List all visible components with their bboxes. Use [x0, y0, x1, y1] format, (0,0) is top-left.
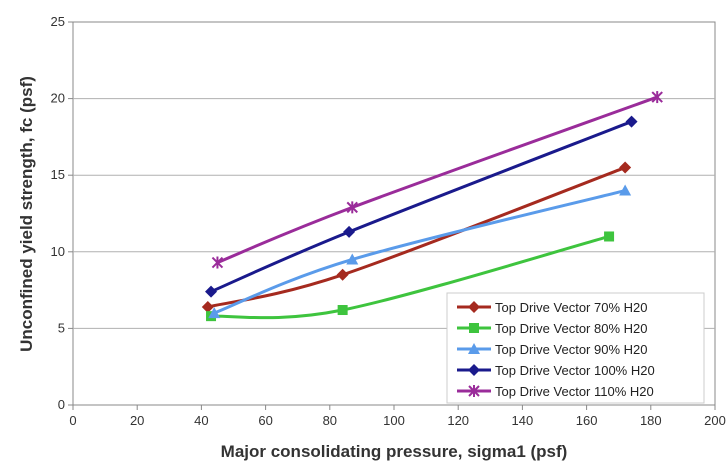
series-layer: [201, 91, 663, 322]
x-tick-label: 80: [323, 413, 337, 428]
data-point: [208, 307, 221, 319]
legend-marker: [468, 364, 480, 376]
legend-label: Top Drive Vector 70% H20: [495, 300, 647, 315]
legend-marker: [468, 301, 480, 313]
legend-item: Top Drive Vector 70% H20: [457, 300, 647, 315]
legend: Top Drive Vector 70% H20 Top Drive Vector…: [446, 292, 705, 404]
y-tick-label: 5: [58, 320, 65, 335]
y-tick-label: 10: [51, 244, 65, 259]
series-4: [205, 115, 638, 298]
x-tick-label: 120: [447, 413, 469, 428]
y-axis-title: Unconfined yield strength, fc (psf): [17, 76, 36, 352]
x-tick-label: 140: [512, 413, 534, 428]
y-axis-ticks: 0 5 10 15 20 25: [51, 14, 73, 412]
y-tick-label: 15: [51, 167, 65, 182]
series-line: [215, 95, 659, 265]
legend-marker: [468, 385, 480, 397]
data-point: [619, 161, 632, 174]
y-tick-label: 20: [51, 91, 65, 106]
legend-marker: [468, 343, 480, 354]
legend-item: Top Drive Vector 90% H20: [457, 342, 647, 357]
x-tick-label: 160: [576, 413, 598, 428]
data-point: [336, 268, 349, 281]
x-tick-label: 100: [383, 413, 405, 428]
data-point: [205, 285, 218, 298]
x-axis-ticks: 0 20 40 60 80 100 120 140 160 180 200: [69, 405, 726, 428]
legend-label: Top Drive Vector 80% H20: [495, 321, 647, 336]
legend-item: Top Drive Vector 110% H20: [457, 384, 654, 399]
data-point: [343, 225, 356, 238]
series-line: [212, 189, 627, 315]
x-tick-label: 60: [258, 413, 272, 428]
legend-item: Top Drive Vector 100% H20: [457, 363, 655, 378]
legend-label: Top Drive Vector 100% H20: [495, 363, 655, 378]
data-point: [604, 231, 615, 242]
x-tick-label: 180: [640, 413, 662, 428]
x-tick-label: 200: [704, 413, 726, 428]
data-point: [625, 115, 638, 128]
x-axis-title: Major consolidating pressure, sigma1 (ps…: [221, 442, 568, 461]
data-point: [211, 256, 224, 269]
data-point: [346, 253, 359, 265]
x-tick-label: 0: [69, 413, 76, 428]
series-3: [208, 184, 632, 319]
legend-marker: [469, 323, 479, 333]
y-tick-label: 0: [58, 397, 65, 412]
series-5: [211, 91, 663, 269]
data-point: [651, 91, 663, 104]
data-point: [201, 300, 214, 313]
data-point: [619, 184, 632, 196]
x-tick-label: 20: [130, 413, 144, 428]
legend-item: Top Drive Vector 80% H20: [457, 321, 647, 336]
legend-label: Top Drive Vector 110% H20: [495, 384, 654, 399]
data-point: [346, 201, 358, 214]
data-point: [337, 305, 348, 316]
series-line: [209, 234, 611, 320]
series-line: [209, 120, 634, 294]
legend-label: Top Drive Vector 90% H20: [495, 342, 647, 357]
x-tick-label: 40: [194, 413, 208, 428]
y-tick-label: 25: [51, 14, 65, 29]
